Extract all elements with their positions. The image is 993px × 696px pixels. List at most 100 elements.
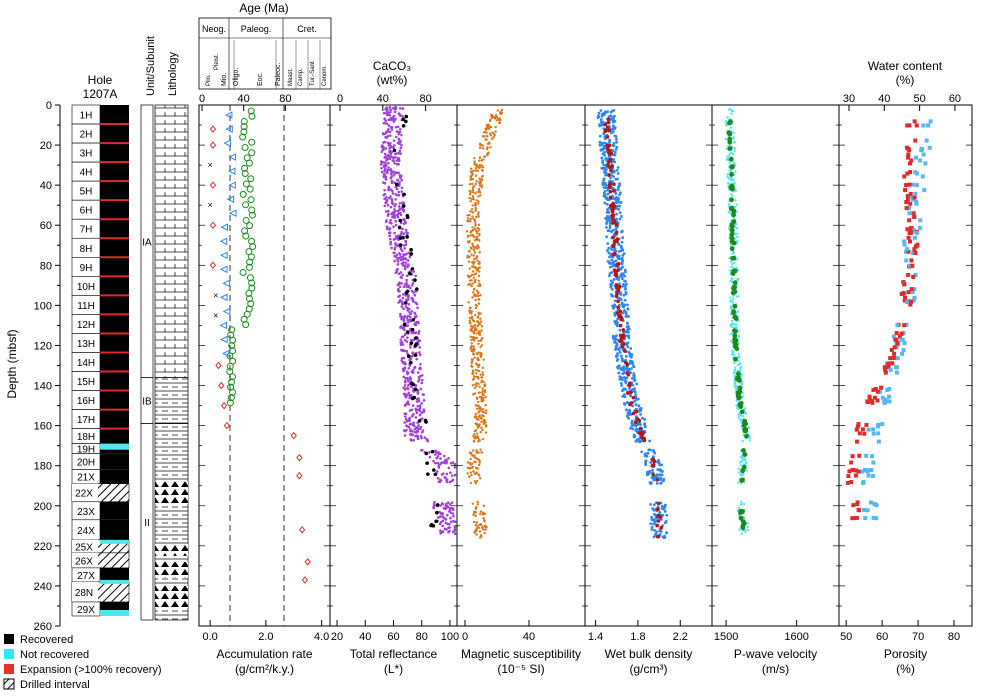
reflectance-point xyxy=(396,125,400,129)
density-point xyxy=(659,481,663,485)
magsus-point xyxy=(471,384,475,387)
density-point xyxy=(607,215,611,218)
pwave-point xyxy=(730,194,734,197)
porosity-point xyxy=(922,188,927,193)
pwave-point xyxy=(737,415,740,419)
age-datum-circle xyxy=(241,227,249,235)
density-point xyxy=(634,424,638,428)
not-recovered-band xyxy=(100,443,129,450)
density-point xyxy=(600,156,604,160)
age-datum-circle xyxy=(248,138,256,146)
reflectance-point xyxy=(408,286,412,290)
reflectance-point xyxy=(439,504,442,507)
magsus-point xyxy=(466,274,470,277)
reflectance-point xyxy=(386,141,390,145)
pwave-point xyxy=(737,506,741,509)
magsus-point xyxy=(481,373,485,377)
accumulation-point: × xyxy=(213,290,218,300)
magsus-point xyxy=(470,327,474,330)
density-point xyxy=(616,196,620,200)
age-datum-circle xyxy=(239,269,247,277)
water-content-point xyxy=(892,351,897,356)
magsus-point xyxy=(476,356,479,360)
magsus-point xyxy=(473,280,477,284)
density-discrete-point xyxy=(651,472,655,477)
pwave-point xyxy=(740,456,743,460)
density-point xyxy=(624,330,628,334)
core-label: 18H xyxy=(77,432,95,443)
reflectance-point xyxy=(398,281,401,284)
density-point xyxy=(612,306,615,310)
reflectance-point xyxy=(400,144,403,147)
water-content-point xyxy=(845,480,850,485)
density-point xyxy=(617,371,621,375)
magsus-point xyxy=(468,316,472,320)
magsus-point xyxy=(483,512,487,516)
magsus-point xyxy=(481,166,485,169)
magsus-point xyxy=(475,372,478,375)
reflectance-point xyxy=(404,362,407,366)
magsus-point xyxy=(475,294,478,298)
porosity-point xyxy=(864,453,869,458)
caco3-point xyxy=(392,148,397,153)
reflectance-point xyxy=(408,417,411,421)
reflectance-point xyxy=(406,352,409,355)
magsus-point xyxy=(483,520,486,523)
pwave-point xyxy=(744,530,747,534)
caco3-point xyxy=(433,472,438,477)
water-content-point xyxy=(913,251,918,256)
reflectance-point xyxy=(417,332,420,335)
water-content-point xyxy=(904,200,909,205)
reflectance-point xyxy=(383,117,386,121)
reflectance-point xyxy=(390,246,393,250)
porosity-point xyxy=(861,479,866,484)
pwave-point xyxy=(733,147,736,150)
density-discrete-point xyxy=(616,305,621,310)
reflectance-point xyxy=(400,133,403,137)
pwave-point xyxy=(733,369,736,372)
reflectance-point xyxy=(384,119,388,122)
density-point xyxy=(630,355,633,359)
reflectance-point xyxy=(453,532,457,535)
legend-label: Drilled interval xyxy=(20,679,90,691)
magsus-point xyxy=(468,255,471,259)
reflectance-point xyxy=(395,171,398,174)
density-point xyxy=(603,170,606,174)
density-point xyxy=(623,268,627,272)
caco3-point xyxy=(426,472,430,476)
density-discrete-point xyxy=(612,189,616,193)
hole-title: Hole xyxy=(88,73,113,87)
age-era-neog: Neog. xyxy=(202,24,226,34)
density-discrete-point xyxy=(614,230,619,234)
magsus-points xyxy=(465,108,504,539)
reflectance-point xyxy=(384,177,388,181)
density-point xyxy=(604,217,607,220)
reflectance-point xyxy=(394,234,398,238)
magsus-point xyxy=(484,528,487,531)
accumulation-point xyxy=(209,181,217,189)
water-content-point xyxy=(915,242,920,247)
density-point xyxy=(602,132,606,136)
porosity-point xyxy=(871,427,876,432)
magsus-point xyxy=(471,465,475,468)
water-content-point xyxy=(901,280,906,285)
recovered-interval xyxy=(100,501,129,520)
density-point xyxy=(615,342,618,345)
core-label: 22X xyxy=(75,489,93,500)
density-discrete-point xyxy=(607,152,612,156)
age-datum-circle xyxy=(239,190,247,198)
pwave-point xyxy=(746,528,750,532)
recovered-interval xyxy=(100,409,129,429)
magsus-point xyxy=(476,525,479,528)
age-datum-circle xyxy=(245,295,253,303)
pwave-point xyxy=(730,151,733,154)
magsus-point xyxy=(479,510,483,513)
density-discrete-point xyxy=(618,309,623,314)
pwave-point xyxy=(729,332,733,336)
core-label: 19H xyxy=(77,445,95,456)
magsus-point xyxy=(472,370,475,374)
reflectance-point xyxy=(441,530,445,533)
density-point xyxy=(607,260,611,264)
pwave-discrete-point xyxy=(731,212,737,218)
pwave-point xyxy=(738,355,741,358)
